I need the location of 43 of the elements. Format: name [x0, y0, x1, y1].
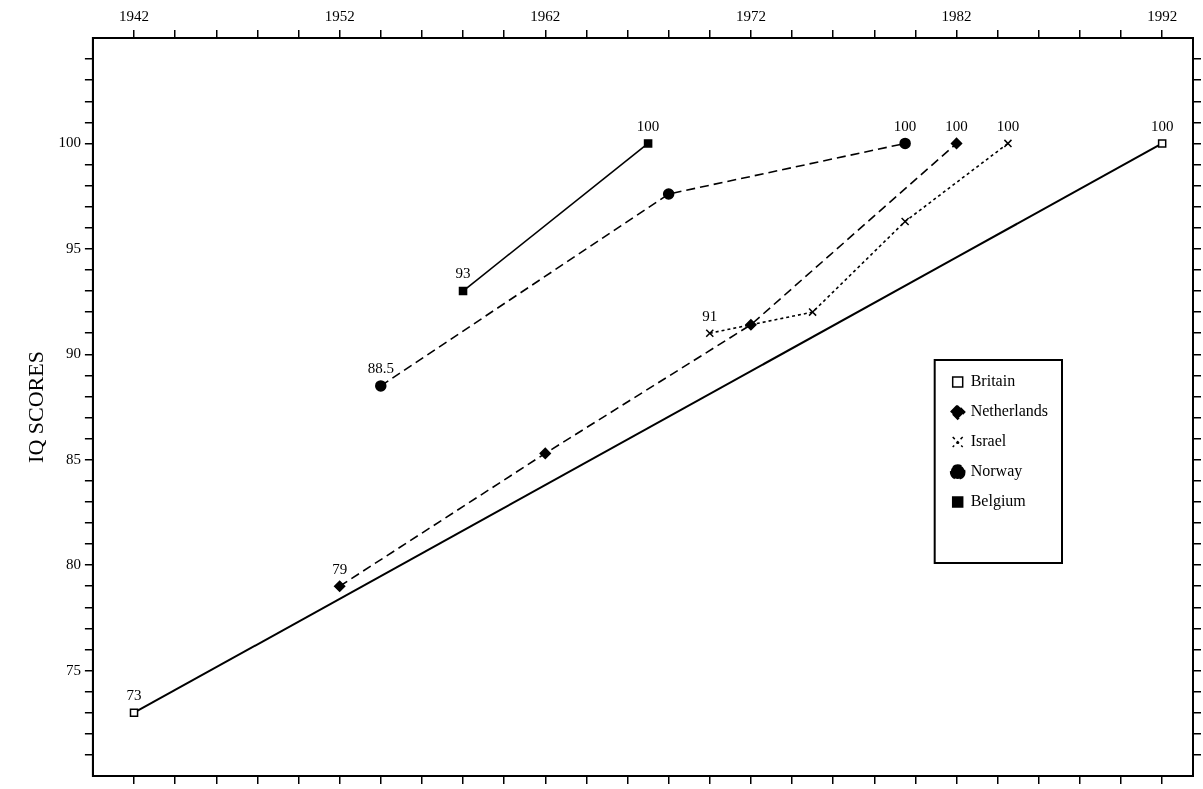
point: [705, 328, 715, 338]
y-tick-label: 85: [65, 450, 81, 467]
point: [950, 137, 963, 150]
data-label: 93: [455, 265, 471, 282]
x-tick-label: 1992: [1147, 7, 1178, 24]
data-label: 100: [996, 117, 1020, 134]
legend-label: Norway: [970, 462, 1023, 481]
point: [129, 708, 139, 718]
point: [333, 580, 346, 592]
y-tick-label: 80: [65, 556, 81, 573]
point: [899, 137, 911, 150]
data-label: 79: [332, 560, 348, 577]
y-axis-title: IQ SCORES: [22, 351, 48, 463]
data-label: 88.5: [367, 360, 394, 377]
x-tick-label: 1962: [530, 7, 561, 24]
data-label: 100: [636, 117, 660, 134]
y-tick-label: 90: [65, 345, 81, 362]
legend-label: Belgium: [970, 492, 1027, 511]
data-label: 91: [702, 307, 718, 324]
x-tick-label: 1952: [324, 7, 355, 24]
point: [539, 447, 552, 460]
x-tick-label: 1972: [735, 7, 766, 24]
point: [458, 286, 468, 296]
point: [808, 307, 817, 317]
y-tick-label: 95: [65, 239, 81, 256]
data-label: 73: [126, 687, 142, 704]
legend-label: Britain: [970, 372, 1016, 390]
data-label: 100: [945, 117, 968, 134]
x-tick-label: 1982: [941, 7, 972, 24]
x-tick-label: 1942: [119, 7, 150, 24]
point: [375, 380, 387, 392]
point: [900, 217, 910, 226]
point: [1003, 139, 1013, 148]
point: [643, 139, 653, 148]
y-tick-label: 75: [65, 661, 81, 678]
point: [662, 188, 675, 200]
data-label: 100: [893, 117, 917, 134]
data-label: 100: [1150, 117, 1174, 134]
point: [745, 319, 757, 331]
point: [1157, 139, 1167, 148]
legend-label: Netherlands: [970, 402, 1049, 420]
legend-label: Israel: [970, 432, 1007, 450]
y-tick-label: 100: [58, 134, 81, 151]
